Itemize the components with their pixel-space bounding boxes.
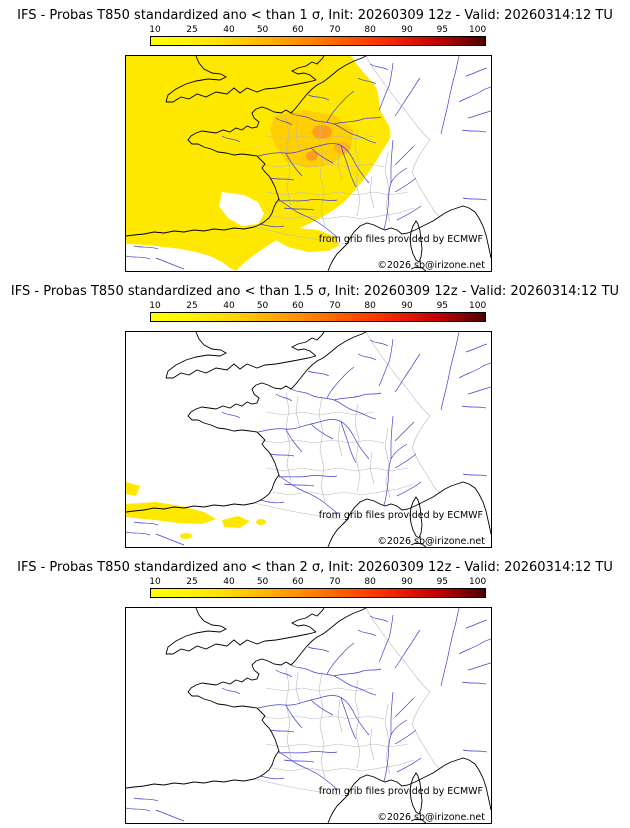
- tick-label: 40: [223, 25, 235, 35]
- tick-label: 90: [401, 301, 413, 311]
- colorbar: 10 25 40 50 60 70 80 90 95 100: [149, 301, 487, 322]
- colorbar: 10 25 40 50 60 70 80 90 95 100: [149, 577, 487, 598]
- tick-label: 100: [469, 25, 487, 35]
- tick-label: 60: [292, 25, 304, 35]
- tick-label: 80: [364, 577, 376, 587]
- panel-1_5sigma: IFS - Probas T850 standardized ano < tha…: [0, 276, 630, 552]
- tick-label: 50: [256, 577, 269, 587]
- tick-label: 25: [186, 577, 198, 587]
- tick-label: 25: [186, 301, 198, 311]
- tick-label: 90: [401, 25, 413, 35]
- map-1sigma: from grib files provided by ECMWF ©2026 …: [125, 55, 492, 272]
- tick-label: 10: [149, 577, 161, 587]
- tick-label: 70: [329, 577, 341, 587]
- tick-label: 50: [256, 25, 269, 35]
- tick-label: 60: [292, 301, 304, 311]
- map-2sigma: from grib files provided by ECMWF ©2026 …: [125, 607, 492, 824]
- panel-title: IFS - Probas T850 standardized ano < tha…: [17, 560, 613, 575]
- colorbar: 10 25 40 50 60 70 80 90 95 100: [149, 25, 487, 46]
- tick-label: 95: [436, 301, 449, 311]
- tick-label: 80: [364, 301, 376, 311]
- tick-label: 80: [364, 25, 376, 35]
- copyright: ©2026 sb@irizone.net: [377, 536, 485, 547]
- copyright: ©2026 sb@irizone.net: [377, 260, 485, 271]
- tick-label: 60: [292, 577, 304, 587]
- ecmwf-credit: from grib files provided by ECMWF: [319, 510, 483, 521]
- tick-label: 100: [469, 301, 487, 311]
- tick-label: 70: [329, 301, 341, 311]
- tick-label: 100: [469, 577, 487, 587]
- ecmwf-credit: from grib files provided by ECMWF: [319, 786, 483, 797]
- tick-label: 95: [436, 25, 449, 35]
- colorbar-ticks: 10 25 40 50 60 70 80 90 95 100: [149, 301, 487, 312]
- ecmwf-credit: from grib files provided by ECMWF: [319, 234, 483, 245]
- colorbar-gradient: [150, 36, 486, 46]
- panel-1sigma: IFS - Probas T850 standardized ano < tha…: [0, 0, 630, 276]
- colorbar-ticks: 10 25 40 50 60 70 80 90 95 100: [149, 577, 487, 588]
- colorbar-gradient: [150, 312, 486, 322]
- tick-label: 70: [329, 25, 341, 35]
- tick-label: 50: [256, 301, 269, 311]
- tick-label: 40: [223, 577, 235, 587]
- panel-2sigma: IFS - Probas T850 standardized ano < tha…: [0, 552, 630, 828]
- tick-label: 10: [149, 25, 161, 35]
- panel-title: IFS - Probas T850 standardized ano < tha…: [10, 284, 620, 299]
- tick-label: 25: [186, 25, 198, 35]
- tick-label: 90: [401, 577, 413, 587]
- tick-label: 95: [436, 577, 449, 587]
- tick-label: 10: [149, 301, 161, 311]
- colorbar-ticks: 10 25 40 50 60 70 80 90 95 100: [149, 25, 487, 36]
- panel-title: IFS - Probas T850 standardized ano < tha…: [17, 8, 613, 23]
- colorbar-gradient: [150, 588, 486, 598]
- tick-label: 40: [223, 301, 235, 311]
- copyright: ©2026 sb@irizone.net: [377, 812, 485, 823]
- map-1_5sigma: from grib files provided by ECMWF ©2026 …: [125, 331, 492, 548]
